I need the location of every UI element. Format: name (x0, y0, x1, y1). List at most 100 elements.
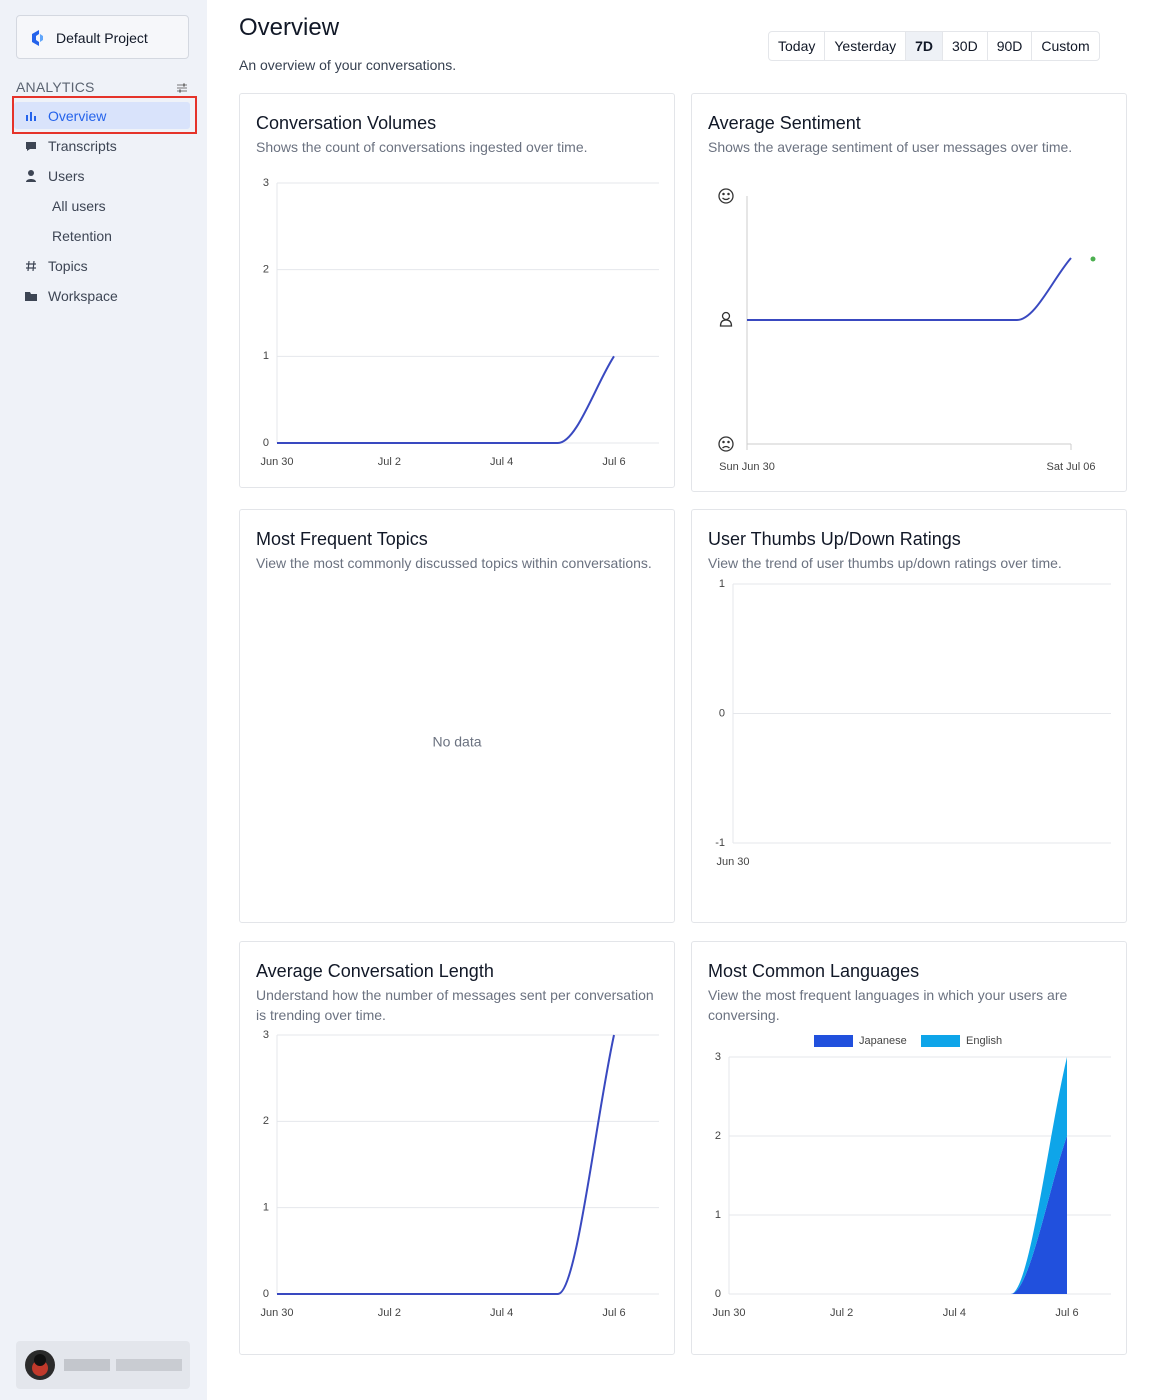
nav-item[interactable]: Overview (14, 102, 190, 129)
range-button[interactable]: Today (778, 38, 816, 54)
y-tick-label: 0 (263, 1288, 269, 1300)
card-title: Most Frequent Topics (256, 529, 428, 549)
nav-label: Users (48, 168, 85, 184)
project-switcher[interactable]: Default Project (16, 15, 189, 59)
icon (25, 292, 37, 301)
line (276, 1034, 615, 1295)
nav-label: Topics (48, 258, 88, 274)
nav-label: Workspace (48, 288, 118, 304)
user-avatar (25, 1350, 182, 1380)
legend-swatch (921, 1035, 960, 1047)
y-tick-label: 1 (719, 578, 725, 590)
card-title: Most Common Languages (708, 961, 920, 981)
y-tick-label: 2 (263, 1115, 269, 1127)
nav-label: Retention (52, 228, 112, 244)
icon (26, 260, 36, 272)
range-button[interactable]: Yesterday (824, 32, 905, 60)
x-tick-label: Jun 30 (260, 456, 293, 468)
project-name: Default Project (56, 30, 148, 46)
chart: Sun Jun 30 Sat Jul 06 (718, 188, 1096, 473)
x-tick-label: Jun 30 (260, 1307, 293, 1319)
x-tick-label: Jul 2 (378, 1307, 401, 1319)
area (729, 1057, 1067, 1294)
nav-item[interactable]: All users (14, 192, 190, 219)
nav-item[interactable]: Transcripts (14, 132, 190, 159)
card: 0 1 2 3 Jun 30 Jul 2 Jul 4 Jul 6 Average Conver… (239, 941, 675, 1355)
card: 0 1 2 3 Jun 30 Jul 2 Jul 4 Jul 6 Japanese English… (691, 941, 1127, 1355)
legend-label: Japanese (859, 1035, 907, 1047)
section-label: ANALYTICS (16, 79, 95, 95)
settings-icon[interactable] (176, 82, 188, 94)
nav-label: Overview (48, 108, 107, 124)
legend-swatch (814, 1035, 853, 1047)
chart: 0 1 2 3 Jun 30 Jul 2 Jul 4 Jul 6 Japanese English (712, 1035, 1111, 1319)
y-tick-label: 1 (263, 1202, 269, 1214)
chart: 0 1 2 3 Jun 30 Jul 2 Jul 4 Jul 6 (260, 1029, 659, 1319)
card: 0 1 2 3 Jun 30 Jul 2 Jul 4 Jul 6 Conversation V… (239, 93, 675, 488)
x-tick-label: Jul 2 (830, 1307, 853, 1319)
card-description: Shows the average sentiment of user mess… (708, 139, 1073, 155)
logo (32, 30, 43, 46)
card-description: View the most frequent languages in whic… (708, 987, 1068, 1023)
line (277, 355, 615, 444)
page-title: Overview (239, 14, 340, 41)
chart: No data (432, 734, 481, 750)
y-tick-label: 2 (263, 264, 269, 276)
x-tick-label: Jul 2 (378, 456, 401, 468)
x-tick-label: Sat Jul 06 (1047, 461, 1096, 473)
y-tick-label: -1 (715, 837, 725, 849)
x-tick-label: Sun Jun 30 (719, 461, 775, 473)
range-button[interactable]: 7D (905, 32, 943, 60)
card-title: Average Conversation Length (256, 961, 494, 981)
icon (26, 142, 36, 151)
range-picker: Today Yesterday 7D 30D 90D Custom (768, 31, 1100, 61)
y-tick-label: 1 (263, 350, 269, 362)
icon (26, 170, 36, 182)
y-tick-label: 0 (263, 437, 269, 449)
icon (26, 112, 36, 121)
x-tick-label: Jul 4 (490, 456, 513, 468)
line (747, 257, 1072, 321)
x-tick-label: Jul 4 (943, 1307, 966, 1319)
x-tick-label: Jul 6 (1055, 1307, 1078, 1319)
x-tick-label: Jul 4 (490, 1307, 513, 1319)
range-button[interactable]: Custom (1031, 32, 1098, 60)
card-description: Understand how the number of messages se… (256, 987, 654, 1023)
y-tick-label: 3 (263, 177, 269, 189)
card-description: Shows the count of conversations ingeste… (256, 139, 588, 155)
y-tick-label: 1 (715, 1209, 721, 1221)
x-tick-label: Jun 30 (712, 1307, 745, 1319)
sentiment-icons (718, 188, 734, 452)
x-tick-label: Jun 30 (716, 856, 749, 868)
chart: -1 0 1 Jun 30 (715, 578, 1111, 868)
x-tick-label: Jul 6 (602, 1307, 625, 1319)
chart: 0 1 2 3 Jun 30 Jul 2 Jul 4 Jul 6 (260, 177, 659, 468)
area (729, 1136, 1067, 1294)
empty-message: No data (432, 734, 481, 750)
card-description: View the trend of user thumbs up/down ra… (708, 555, 1062, 571)
annotation-box (12, 96, 197, 134)
y-tick-label: 3 (263, 1029, 269, 1041)
card-title: Average Sentiment (708, 113, 861, 133)
card-title: User Thumbs Up/Down Ratings (708, 529, 961, 549)
range-button[interactable]: 90D (986, 32, 1032, 60)
page-subtitle: An overview of your conversations. (239, 57, 457, 73)
card: Sun Jun 30 Sat Jul 06 Average Sentiment S… (691, 93, 1127, 492)
y-tick-label: 0 (719, 707, 725, 719)
status-dot (1090, 256, 1096, 262)
nav-label: Transcripts (48, 138, 117, 154)
sidebar: Default Project ANALYTICS Overview Trans… (0, 0, 207, 1400)
range-button[interactable]: 30D (942, 32, 987, 60)
nav-item[interactable]: Topics (14, 252, 190, 279)
card: -1 0 1 Jun 30 User Thumbs Up/Down Ratings V… (691, 509, 1127, 923)
nav-item[interactable]: Workspace (14, 282, 190, 309)
card-title: Conversation Volumes (256, 113, 437, 133)
card-description: View the most commonly discussed topics … (256, 555, 652, 571)
x-tick-label: Jul 6 (602, 456, 625, 468)
nav-item[interactable]: Retention (14, 222, 190, 249)
user-menu[interactable] (16, 1341, 190, 1389)
nav-item[interactable]: Users (14, 162, 190, 189)
y-tick-label: 3 (715, 1051, 721, 1063)
y-tick-label: 2 (715, 1130, 721, 1142)
